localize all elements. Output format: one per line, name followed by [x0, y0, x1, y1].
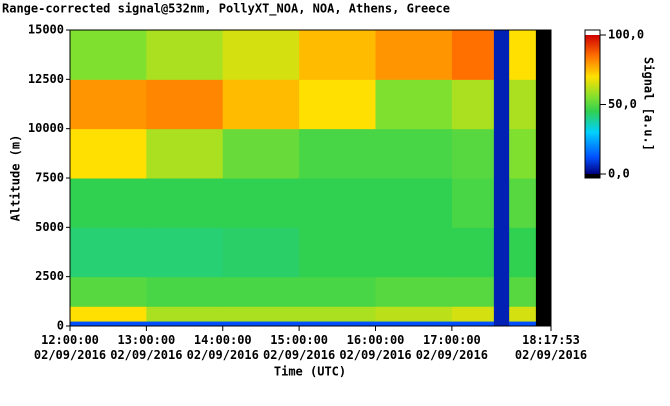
y-tick-label: 5000: [35, 220, 64, 234]
heatmap-cell: [299, 79, 376, 130]
no-data-cell: [535, 227, 552, 278]
heatmap-cell: [146, 306, 224, 322]
heatmap-cell: [375, 276, 453, 307]
heatmap-cell: [451, 227, 495, 278]
heatmap-cell: [146, 79, 224, 130]
x-tick-label: 17:00:00 02/09/2016: [416, 333, 488, 362]
heatmap-cell: [493, 128, 510, 179]
heatmap-cell: [299, 306, 376, 322]
heatmap-cell: [493, 276, 510, 307]
heatmap-cell: [493, 178, 510, 228]
heatmap-cell: [299, 128, 376, 179]
heatmap-cell: [375, 79, 453, 130]
no-data-cell: [535, 128, 552, 179]
heatmap-cell: [375, 178, 453, 228]
heatmap-cell: [70, 227, 147, 278]
heatmap-cell: [70, 30, 147, 80]
heatmap-cell: [222, 321, 300, 327]
heatmap-cell: [493, 321, 510, 327]
no-data-cell: [535, 178, 552, 228]
heatmap-cell: [146, 128, 224, 179]
heatmap-cell: [222, 128, 300, 179]
no-data-cell: [535, 321, 552, 327]
chart-title: Range-corrected signal@532nm, PollyXT_NO…: [2, 2, 450, 17]
y-axis-label: Altitude (m): [9, 135, 23, 222]
heatmap-cell: [146, 276, 224, 307]
colorbar-label: Signal [a.u.]: [642, 57, 656, 151]
y-tick-label: 2500: [35, 269, 64, 283]
heatmap-cell: [451, 30, 495, 80]
heatmap-cell: [146, 227, 224, 278]
heatmap-cell: [509, 227, 537, 278]
colorbar-tick-label: 50,0: [608, 97, 637, 111]
heatmap-cell: [70, 276, 147, 307]
heatmap-cell: [222, 227, 300, 278]
heatmap-cell: [509, 128, 537, 179]
heatmap-cell: [299, 30, 376, 80]
x-tick-label: 18:17:53 02/09/2016: [515, 333, 587, 362]
heatmap-cell: [451, 321, 495, 327]
y-tick-label: 12500: [28, 72, 64, 86]
heatmap-cell: [299, 178, 376, 228]
heatmap-cell: [70, 306, 147, 322]
no-data-cell: [535, 276, 552, 307]
heatmap-cell: [70, 128, 147, 179]
colorbar-over: [585, 30, 600, 35]
x-tick-label: 12:00:00 02/09/2016: [34, 333, 106, 362]
colorbar: [585, 35, 600, 174]
x-tick-label: 16:00:00 02/09/2016: [339, 333, 411, 362]
heatmap-cell: [375, 321, 453, 327]
heatmap-cell: [375, 227, 453, 278]
y-tick-label: 0: [57, 319, 64, 333]
heatmap-cell: [451, 276, 495, 307]
heatmap-cell: [222, 306, 300, 322]
heatmap-cell: [70, 321, 147, 327]
heatmap-cell: [146, 321, 224, 327]
no-data-cell: [535, 30, 552, 80]
heatmap-cell: [509, 321, 537, 327]
heatmap-cell: [222, 30, 300, 80]
heatmap-cell: [70, 178, 147, 228]
heatmap-cell: [299, 227, 376, 278]
heatmap-cell: [493, 227, 510, 278]
heatmap-cell: [375, 30, 453, 80]
x-tick-label: 15:00:00 02/09/2016: [263, 333, 335, 362]
heatmap-cell: [509, 306, 537, 322]
x-tick-label: 13:00:00 02/09/2016: [110, 333, 182, 362]
heatmap-cell: [222, 79, 300, 130]
heatmap-cell: [222, 178, 300, 228]
heatmap-cell: [509, 30, 537, 80]
heatmap-cell: [299, 321, 376, 327]
heatmap-cell: [146, 30, 224, 80]
heatmap-cell: [493, 30, 510, 80]
colorbar-tick-label: 0,0: [608, 167, 630, 181]
heatmap-cell: [451, 128, 495, 179]
colorbar-under: [585, 174, 600, 178]
y-tick-label: 15000: [28, 23, 64, 37]
heatmap-cell: [222, 276, 300, 307]
colorbar-tick-label: 100,0: [608, 28, 644, 42]
heatmap-cell: [509, 178, 537, 228]
heatmap-cell: [509, 79, 537, 130]
y-tick-label: 10000: [28, 121, 64, 135]
heatmap-cell: [375, 306, 453, 322]
heatmap-cell: [375, 128, 453, 179]
heatmap-cell: [493, 306, 510, 322]
no-data-cell: [535, 306, 552, 322]
no-data-cell: [535, 79, 552, 130]
y-tick-label: 7500: [35, 171, 64, 185]
heatmap-cell: [451, 79, 495, 130]
heatmap-cell: [70, 79, 147, 130]
heatmap-cell: [146, 178, 224, 228]
heatmap-cell: [493, 79, 510, 130]
heatmap-cell: [509, 276, 537, 307]
heatmap-cell: [299, 276, 376, 307]
x-axis-label: Time (UTC): [274, 365, 346, 379]
x-tick-label: 14:00:00 02/09/2016: [187, 333, 259, 362]
heatmap-cell: [451, 306, 495, 322]
heatmap-cell: [451, 178, 495, 228]
